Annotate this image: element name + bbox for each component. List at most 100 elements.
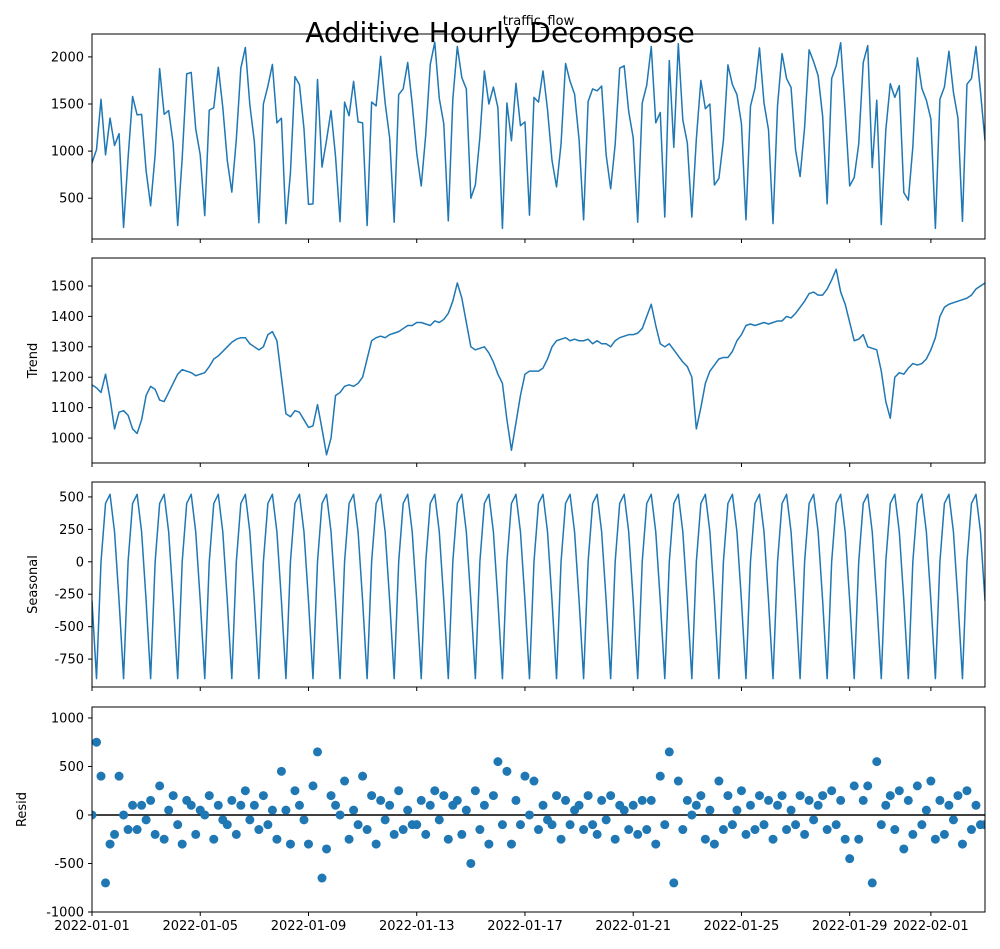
resid-point [791,820,801,830]
resid-point [146,795,156,805]
resid-point [353,820,363,830]
resid-point [254,825,264,835]
resid-point [155,781,165,791]
resid-point [768,834,778,844]
y-tick-label: 1400 [51,310,84,325]
resid-point [921,805,931,815]
resid-point [222,820,232,830]
y-tick-label: 1100 [51,401,84,416]
resid-point [231,829,241,839]
resid-point [714,776,724,786]
series-line [92,493,985,680]
resid-point [534,825,543,835]
y-axis-label: Seasonal [26,555,41,614]
resid-point [200,810,210,820]
x-tick-label: 2022-01-09 [271,919,347,934]
resid-point [588,820,598,830]
resid-point [132,825,142,835]
resid-point [678,825,688,835]
resid-point [488,791,498,801]
resid-point [394,786,404,796]
resid-point [159,834,169,844]
resid-point [899,844,909,854]
resid-point [443,834,453,844]
resid-point [173,820,183,830]
axes-frame [91,257,986,464]
resid-point [773,800,783,810]
resid-point [263,820,273,830]
resid-point [371,839,381,849]
resid-point [547,820,557,830]
plot-area [92,268,985,456]
resid-point [782,825,792,835]
resid-point [416,795,426,805]
resid-point [272,834,282,844]
resid-point [723,791,733,801]
resid-point [935,795,945,805]
resid-point [466,858,476,868]
resid-point [655,771,665,781]
x-tick-label: 2022-02-01 [893,919,969,934]
resid-point [493,757,503,767]
resid-point [258,791,268,801]
resid-point [917,820,927,830]
resid-point [506,839,516,849]
resid-point [579,825,589,835]
resid-point [186,800,196,810]
resid-point [457,829,467,839]
resid-point [313,747,323,757]
resid-point [718,825,728,835]
y-tick-label: 1500 [51,97,84,112]
resid-point [651,839,661,849]
resid-point [673,776,683,786]
resid-point [840,834,850,844]
resid-point [637,795,647,805]
axes-frame [91,706,986,913]
resid-point [705,805,715,815]
resid-point [777,791,787,801]
resid-point [294,800,304,810]
y-tick-label: 1500 [51,279,84,294]
resid-point [479,800,489,810]
resid-point [358,771,368,781]
resid-point [191,829,201,839]
resid-point [962,786,972,796]
resid-point [691,800,701,810]
plot-area [92,493,985,680]
resid-point [669,878,679,888]
resid-point [240,786,250,796]
resid-point [912,781,922,791]
resid-point [267,805,277,815]
resid-point [524,810,534,820]
resid-point [227,795,237,805]
resid-point [745,800,755,810]
x-tick-label: 2022-01-01 [54,919,130,934]
resid-point [660,820,670,830]
resid-point [876,820,886,830]
resid-point [818,791,828,801]
resid-point [403,805,413,815]
resid-point [331,800,341,810]
resid-point [475,825,485,835]
resid-point [164,805,174,815]
y-tick-label: 0 [76,555,84,570]
x-tick-label: 2022-01-13 [379,919,455,934]
resid-point [633,829,643,839]
resid-point [890,825,900,835]
resid-point [340,776,350,786]
resid-point [601,815,611,825]
resid-point [836,795,846,805]
y-tick-label: -500 [54,620,84,635]
resid-point [209,834,219,844]
resid-point [736,786,746,796]
y-tick-label: -1000 [46,906,84,921]
series-line [92,268,985,456]
resid-point [141,815,151,825]
x-tick-label: 2022-01-29 [812,919,888,934]
y-tick-label: 500 [59,192,84,207]
resid-point [957,839,967,849]
resid-point [624,825,634,835]
resid-point [804,795,814,805]
resid-point [362,825,372,835]
